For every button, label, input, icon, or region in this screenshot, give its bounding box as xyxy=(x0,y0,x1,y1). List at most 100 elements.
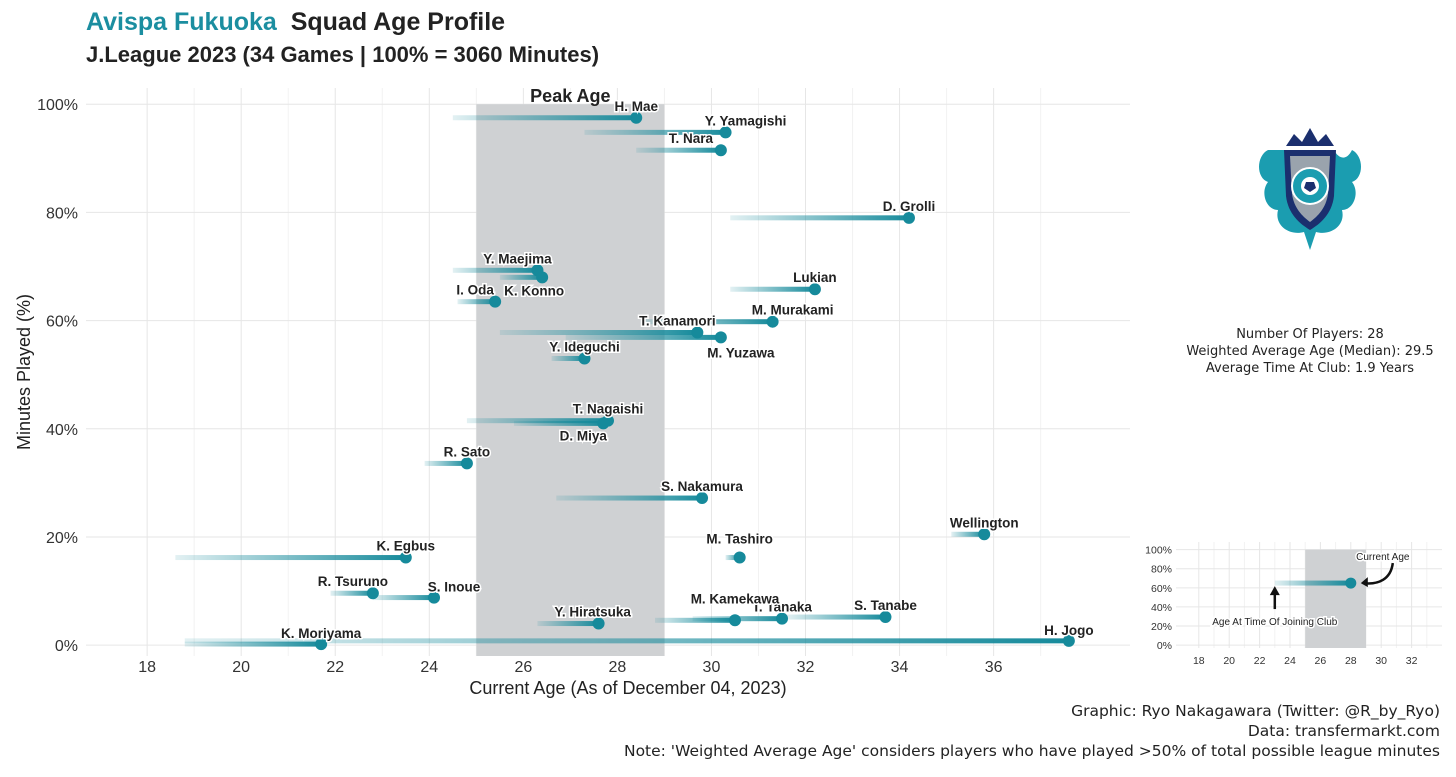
player-label: M. Murakami xyxy=(752,303,834,318)
player-point xyxy=(733,551,746,564)
legend-x-tick-label: 20 xyxy=(1223,655,1235,667)
player-point xyxy=(630,111,643,124)
tenure-segment xyxy=(725,555,740,561)
y-tick-label: 40% xyxy=(46,422,78,439)
player-label: K. Egbus xyxy=(377,539,436,554)
tenure-segment xyxy=(175,555,406,561)
tenure-segment xyxy=(584,129,726,135)
tenure-segment xyxy=(372,595,434,601)
legend-y-tick-label: 20% xyxy=(1151,621,1172,633)
tenure-segment xyxy=(466,418,608,424)
player-label: R. Tsuruno xyxy=(318,574,388,589)
tenure-segment xyxy=(537,621,599,627)
player-point xyxy=(592,617,605,630)
legend-x-tick-label: 28 xyxy=(1345,655,1357,667)
player-label: Y. Hiratsuka xyxy=(554,605,631,620)
player-point xyxy=(428,591,440,604)
player-point xyxy=(315,638,328,651)
player-point xyxy=(399,551,412,564)
player-point xyxy=(879,611,892,624)
legend-point xyxy=(1345,577,1357,589)
player-point xyxy=(460,457,473,470)
tenure-segment xyxy=(556,495,703,501)
peak-age-band xyxy=(476,104,665,656)
tenure-segment xyxy=(565,334,721,340)
player-label: Y. Maejima xyxy=(483,251,552,266)
player-point xyxy=(902,211,915,224)
player-point xyxy=(776,612,788,625)
legend-x-tick-label: 22 xyxy=(1254,655,1266,667)
player-label: S. Nakamura xyxy=(661,479,743,494)
legend-peak-band xyxy=(1305,549,1366,648)
player-label: Y. Ideguchi xyxy=(549,339,620,354)
legend-x-tick-label: 18 xyxy=(1193,655,1205,667)
y-tick-label: 60% xyxy=(46,314,78,331)
tenure-segment xyxy=(551,355,585,361)
player-point xyxy=(696,492,709,505)
x-tick-label: 22 xyxy=(326,659,344,676)
squad-stats: Number Of Players: 28 Weighted Average A… xyxy=(1180,326,1440,377)
tenure-segment xyxy=(640,319,773,325)
player-point xyxy=(578,352,591,365)
player-label: H. Mae xyxy=(614,99,658,114)
x-tick-label: 20 xyxy=(232,659,250,676)
caption-note: Note: 'Weighted Average Age' considers p… xyxy=(623,742,1440,760)
legend-tenure-segment xyxy=(1274,580,1351,586)
player-label: Wellington xyxy=(950,515,1019,530)
player-label: M. Yuzawa xyxy=(707,345,775,360)
player-label: T. Tanaka xyxy=(752,600,812,615)
x-tick-label: 28 xyxy=(609,659,627,676)
tenure-segment xyxy=(655,617,735,623)
player-label: S. Inoue xyxy=(428,580,481,595)
x-tick-label: 26 xyxy=(514,659,532,676)
player-label: T. Nara xyxy=(669,131,714,146)
player-label: K. Moriyama xyxy=(281,626,362,641)
y-tick-label: 80% xyxy=(46,205,78,222)
stat-players: Number Of Players: 28 xyxy=(1236,327,1384,342)
current-age-arrowhead xyxy=(1360,577,1368,588)
legend-current-age-label: Current Age xyxy=(1356,552,1410,563)
chart-title: Avispa Fukuoka Squad Age Profile xyxy=(86,8,505,37)
player-label: H. Jogo xyxy=(1044,623,1094,638)
x-tick-label: 36 xyxy=(985,659,1003,676)
tenure-segment xyxy=(457,299,496,305)
tenure-segment xyxy=(786,614,886,620)
y-tick-label: 100% xyxy=(37,97,78,114)
player-point xyxy=(766,315,779,328)
x-tick-label: 30 xyxy=(703,659,721,676)
legend-x-tick-label: 30 xyxy=(1375,655,1387,667)
chart-subtitle: J.League 2023 (34 Games | 100% = 3060 Mi… xyxy=(86,42,600,67)
player-point xyxy=(489,295,502,308)
tenure-segment xyxy=(513,420,604,426)
player-point xyxy=(728,614,741,627)
x-tick-label: 34 xyxy=(891,659,909,676)
tenure-segment xyxy=(636,147,721,153)
legend-y-tick-label: 60% xyxy=(1151,583,1172,595)
legend-joining-label: Age At Time Of Joining Club xyxy=(1212,617,1338,628)
player-point xyxy=(691,326,704,339)
tenure-segment xyxy=(184,638,1069,644)
tenure-segment xyxy=(951,531,985,537)
player-point xyxy=(366,587,379,600)
x-tick-label: 24 xyxy=(420,659,438,676)
player-point xyxy=(714,144,727,157)
stat-weighted-age: Weighted Average Age (Median): 29.5 xyxy=(1186,344,1434,359)
player-label: M. Kamekawa xyxy=(691,591,780,606)
player-label: K. Konno xyxy=(504,283,564,298)
tenure-segment xyxy=(184,641,322,647)
legend-y-tick-label: 80% xyxy=(1151,564,1172,576)
stat-time-at-club: Average Time At Club: 1.9 Years xyxy=(1205,361,1415,376)
player-point xyxy=(1062,634,1075,647)
player-label: R. Sato xyxy=(444,444,491,459)
x-tick-label: 32 xyxy=(797,659,815,676)
tenure-segment xyxy=(730,286,815,292)
y-tick-label: 0% xyxy=(55,638,78,655)
player-label: S. Tanabe xyxy=(854,598,917,613)
joining-arrowhead xyxy=(1269,586,1280,596)
tenure-segment xyxy=(730,215,909,221)
tenure-segment xyxy=(424,460,467,466)
player-point xyxy=(536,271,549,284)
legend-y-tick-label: 0% xyxy=(1157,640,1172,652)
player-point xyxy=(808,283,821,296)
